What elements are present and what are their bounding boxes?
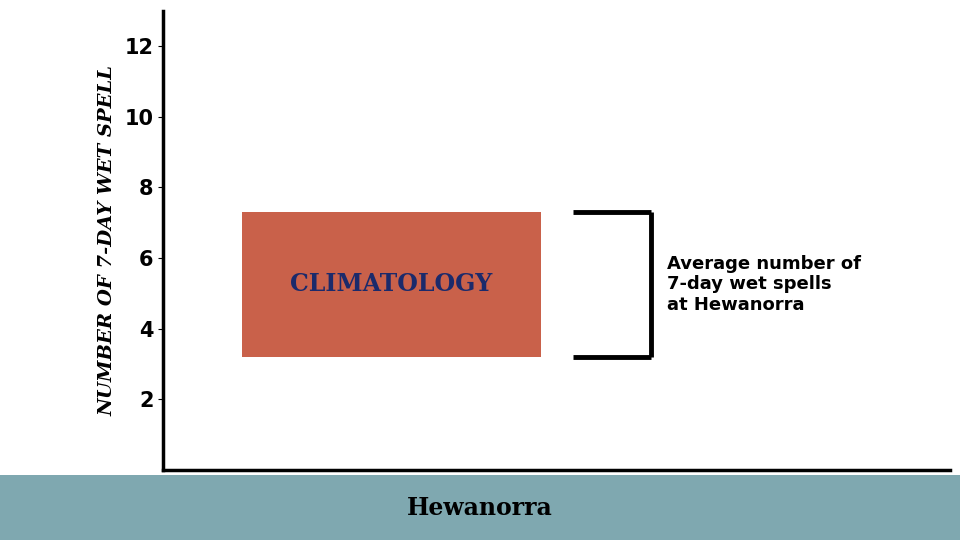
Bar	[242, 212, 541, 357]
Y-axis label: NUMBER OF 7-DAY WET SPELL: NUMBER OF 7-DAY WET SPELL	[98, 65, 116, 416]
Text: CLIMATOLOGY: CLIMATOLOGY	[290, 273, 492, 296]
Text: Hewanorra: Hewanorra	[407, 496, 553, 519]
Text: Average number of
7-day wet spells
at Hewanorra: Average number of 7-day wet spells at He…	[667, 255, 861, 314]
